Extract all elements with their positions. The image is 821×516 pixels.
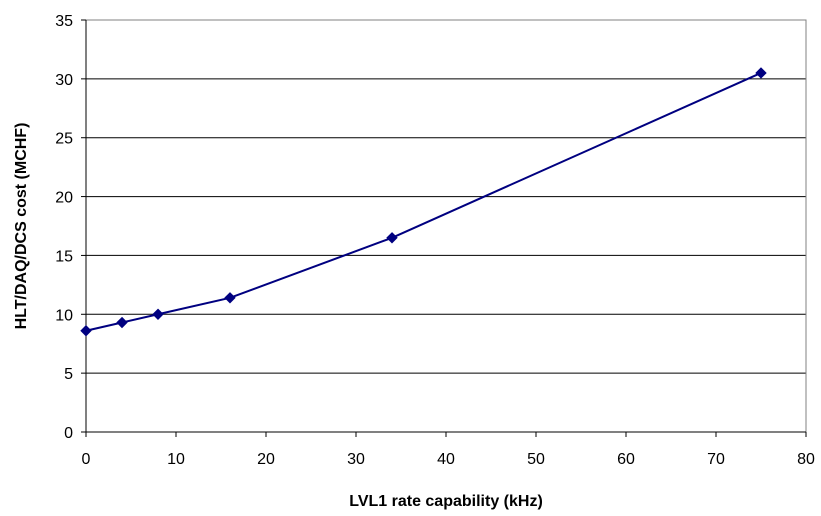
axes — [81, 19, 807, 437]
data-point-marker — [116, 316, 128, 329]
series-line — [85, 72, 762, 332]
x-tick-label: 60 — [617, 451, 635, 468]
data-point-marker — [152, 308, 164, 320]
plot-area-frame — [85, 19, 807, 433]
x-tick-label: 0 — [82, 451, 91, 468]
x-tick-label: 20 — [257, 451, 275, 468]
x-tick-label: 80 — [797, 451, 815, 468]
data-point-marker — [80, 325, 92, 337]
y-tick-labels: 0 5 10 15 20 25 30 35 — [55, 13, 73, 442]
x-tick-label: 10 — [167, 451, 185, 468]
series-group — [80, 67, 767, 337]
x-tick-labels: 0 10 20 30 40 50 60 70 80 — [82, 451, 815, 468]
data-point-marker — [386, 232, 398, 244]
y-tick-label: 25 — [55, 131, 73, 148]
x-tick-label: 50 — [527, 451, 545, 468]
y-tick-label: 35 — [55, 13, 73, 30]
x-tick-label: 40 — [437, 451, 455, 468]
horizontal-gridlines — [86, 78, 806, 374]
data-point-marker — [224, 292, 236, 304]
y-tick-label: 15 — [55, 248, 73, 265]
y-tick-label: 10 — [55, 307, 73, 324]
y-tick-label: 30 — [55, 72, 73, 89]
x-axis-title: LVL1 rate capability (kHz) — [349, 493, 543, 510]
x-tick-label: 30 — [347, 451, 365, 468]
y-axis-title: HLT/DAQ/DCS cost (MCHF) — [13, 123, 30, 330]
x-tick-label: 70 — [707, 451, 725, 468]
y-tick-label: 20 — [55, 190, 73, 207]
y-tick-label: 0 — [64, 425, 73, 442]
data-point-marker — [755, 67, 767, 79]
y-tick-label: 5 — [64, 366, 73, 383]
